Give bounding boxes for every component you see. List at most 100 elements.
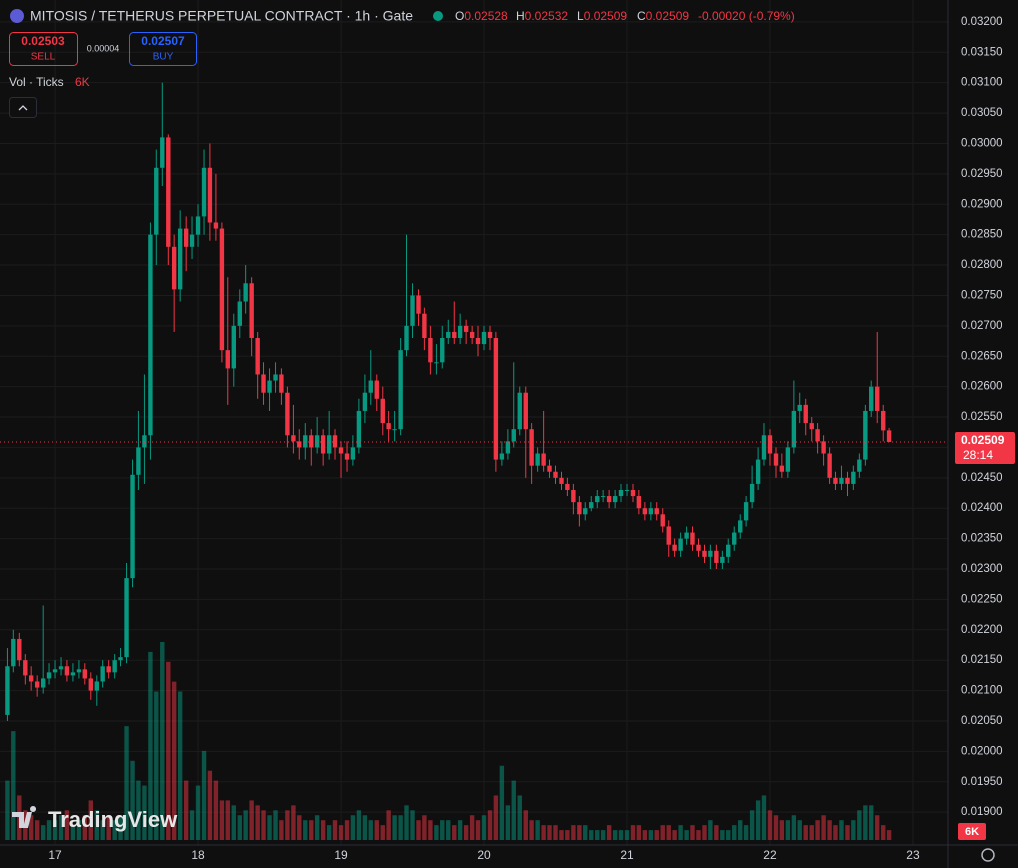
x-tick-label: 20 — [477, 848, 491, 862]
buy-button[interactable] — [129, 32, 197, 66]
candle-body — [839, 477, 844, 484]
candle-body — [708, 550, 713, 557]
volume-bar — [571, 825, 576, 840]
last-price-box — [955, 431, 1015, 464]
ohlc-high: H0.02532 — [516, 9, 568, 23]
candle-body — [142, 435, 147, 448]
candle-body — [577, 502, 582, 515]
candle-body — [553, 471, 558, 478]
volume-bar — [630, 825, 636, 840]
candle-body — [386, 423, 391, 430]
volume-bar — [118, 815, 123, 840]
volume-bar — [869, 805, 874, 840]
volume-bar — [535, 820, 540, 840]
y-tick-label: 0.01950 — [961, 776, 1003, 788]
candle-body — [654, 508, 659, 515]
candle-body — [314, 435, 320, 448]
volume-bar — [845, 825, 850, 840]
buy-label: BUY — [153, 52, 174, 63]
candle-body — [523, 392, 528, 430]
volume-bar — [779, 820, 785, 840]
volume-bar — [171, 681, 177, 840]
candle-body — [815, 429, 820, 442]
y-tick-label: 0.02400 — [961, 502, 1003, 514]
x-tick-label: 18 — [191, 848, 205, 862]
candle-body — [648, 508, 654, 515]
volume-bar — [130, 760, 135, 840]
volume-bar — [446, 820, 451, 840]
y-tick-label: 0.03200 — [961, 16, 1003, 28]
volume-bar — [52, 820, 58, 840]
y-tick-label: 0.02200 — [961, 624, 1003, 636]
candle-body — [547, 465, 552, 472]
symbol-title: MITOSIS / TETHERUS PERPETUAL CONTRACT · … — [30, 8, 413, 24]
candle-body — [821, 441, 826, 454]
volume-bar — [410, 810, 415, 840]
candle-body — [291, 435, 296, 442]
volume-bar — [422, 815, 427, 840]
volume-bar — [46, 820, 52, 840]
volume-bar — [380, 825, 385, 840]
candle-body — [344, 453, 350, 460]
volume-bar — [839, 820, 844, 840]
candle-body — [493, 338, 499, 460]
volume-bar — [100, 820, 105, 840]
volume-bar — [309, 820, 314, 840]
volume-bar — [654, 830, 659, 840]
volume-bar — [541, 825, 546, 840]
candle-body — [666, 526, 671, 545]
candle-body — [886, 430, 892, 442]
ohlc-open: O0.02528 — [455, 9, 508, 23]
ohlc-close: C0.02509 — [637, 9, 689, 23]
candle-body — [833, 477, 838, 484]
volume-bar — [40, 825, 46, 840]
candle-body — [309, 435, 314, 448]
candle-body — [475, 338, 481, 345]
candle-body — [422, 313, 427, 338]
volume-bar — [386, 810, 391, 840]
volume-bar — [857, 810, 862, 840]
collapse-button[interactable] — [9, 97, 37, 118]
candle-body — [148, 234, 153, 436]
ohlc-label: L — [577, 9, 584, 23]
candle-body — [23, 660, 28, 676]
candle-body — [118, 657, 123, 661]
spread: 0.00004 — [87, 43, 120, 53]
change: -0.00020 (-0.79%) — [698, 9, 795, 23]
volume-bar — [34, 820, 40, 840]
candle-body — [100, 666, 105, 682]
volume-bar — [291, 805, 296, 840]
candle-body — [863, 410, 868, 460]
volume-bar — [600, 830, 606, 840]
y-tick-label: 0.02050 — [961, 715, 1003, 727]
candle-body — [714, 550, 719, 563]
sell-button[interactable] — [9, 32, 78, 66]
volume-bar — [154, 691, 159, 840]
volume-bar — [160, 642, 165, 840]
candle-body — [28, 675, 34, 682]
volume-bar — [821, 815, 826, 840]
volume-bar — [475, 820, 481, 840]
candle-body — [320, 435, 326, 454]
candle-body — [845, 477, 850, 484]
ohlc-value: 0.02509 — [646, 9, 690, 23]
volume-bar — [457, 820, 463, 840]
settings-icon[interactable] — [981, 848, 995, 862]
volume-bar — [714, 825, 719, 840]
ohlc-value: 0.02528 — [464, 9, 508, 23]
candle-body — [285, 392, 290, 436]
volume-bar — [678, 825, 683, 840]
candle-body — [785, 447, 791, 472]
volume-bar — [684, 830, 689, 840]
volume-label: 6K — [965, 826, 979, 838]
candle-body — [225, 350, 230, 369]
ohlc-label: H — [516, 9, 525, 23]
candle-body — [374, 380, 379, 399]
volume-bar — [11, 731, 16, 840]
volume-bar — [642, 830, 648, 840]
volume-bar — [726, 830, 731, 840]
candle-body — [827, 453, 832, 478]
volume-bar — [755, 800, 761, 840]
y-tick-label: 0.02900 — [961, 198, 1003, 210]
